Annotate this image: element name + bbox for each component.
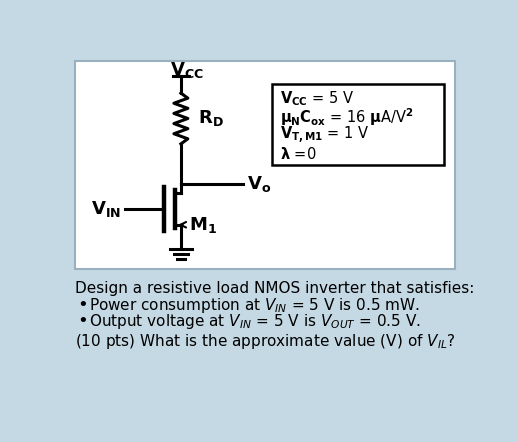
- Text: •: •: [77, 296, 88, 314]
- Text: (10 pts) What is the approximate value (V) of $V_{IL}$?: (10 pts) What is the approximate value (…: [75, 332, 456, 351]
- Text: $\mathbf{\mu_N C_{ox}}$ = 16 $\mathbf{\mu}$A/V$\mathbf{^2}$: $\mathbf{\mu_N C_{ox}}$ = 16 $\mathbf{\m…: [280, 106, 414, 128]
- Text: $\mathbf{\lambda}$ =0: $\mathbf{\lambda}$ =0: [280, 146, 316, 162]
- Text: $\mathbf{M_1}$: $\mathbf{M_1}$: [189, 215, 217, 235]
- Text: $\mathbf{V_{CC}}$: $\mathbf{V_{CC}}$: [170, 60, 204, 80]
- Text: Output voltage at $V_{IN}$ = 5 V is $V_{OUT}$ = 0.5 V.: Output voltage at $V_{IN}$ = 5 V is $V_{…: [89, 312, 421, 331]
- Text: Design a resistive load NMOS inverter that satisfies:: Design a resistive load NMOS inverter th…: [75, 281, 475, 296]
- Text: $\mathbf{V_{CC}}$ = 5 V: $\mathbf{V_{CC}}$ = 5 V: [280, 89, 355, 108]
- Bar: [75, 61, 455, 269]
- Text: $\mathbf{R_D}$: $\mathbf{R_D}$: [198, 108, 224, 129]
- Text: $\mathbf{V_{IN}}$: $\mathbf{V_{IN}}$: [91, 199, 121, 219]
- Text: $\mathbf{V_o}$: $\mathbf{V_o}$: [247, 174, 271, 194]
- Text: Power consumption at $V_{IN}$ = 5 V is 0.5 mW.: Power consumption at $V_{IN}$ = 5 V is 0…: [89, 296, 420, 315]
- Text: $\mathbf{V_{T,M1}}$ = 1 V: $\mathbf{V_{T,M1}}$ = 1 V: [280, 125, 370, 146]
- Bar: [272, 84, 445, 165]
- Text: •: •: [77, 312, 88, 330]
